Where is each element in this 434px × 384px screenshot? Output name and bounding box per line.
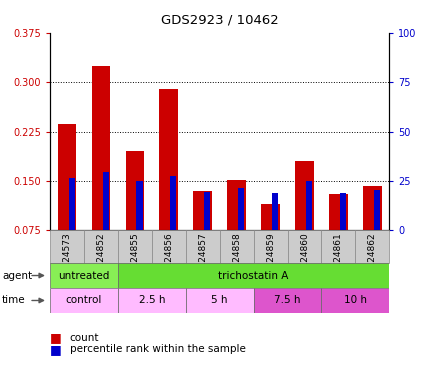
Text: GSM124856: GSM124856 — [164, 232, 173, 287]
Bar — [58, 124, 76, 230]
Bar — [125, 151, 144, 230]
Bar — [50, 288, 118, 313]
Bar — [238, 187, 244, 230]
Bar — [329, 194, 347, 230]
Text: GSM124859: GSM124859 — [266, 232, 274, 287]
Text: GDS2923 / 10462: GDS2923 / 10462 — [161, 13, 278, 26]
Text: GSM124573: GSM124573 — [62, 232, 71, 287]
Bar — [204, 192, 210, 230]
Text: GSM124861: GSM124861 — [333, 232, 342, 287]
Text: untreated: untreated — [58, 270, 109, 281]
Text: GSM124857: GSM124857 — [198, 232, 207, 287]
Text: GSM124858: GSM124858 — [232, 232, 240, 287]
Bar — [102, 172, 108, 230]
Bar — [272, 194, 278, 230]
Text: 7.5 h: 7.5 h — [274, 295, 300, 306]
Bar — [170, 176, 176, 230]
Bar — [295, 161, 313, 230]
Bar — [355, 230, 388, 263]
Text: agent: agent — [2, 270, 32, 281]
Text: count: count — [69, 333, 99, 343]
Bar — [193, 191, 211, 230]
Text: percentile rank within the sample: percentile rank within the sample — [69, 344, 245, 354]
Bar — [287, 230, 321, 263]
Bar — [321, 230, 355, 263]
Bar — [69, 178, 75, 230]
Bar — [261, 204, 279, 230]
Bar — [362, 185, 381, 230]
Text: 2.5 h: 2.5 h — [138, 295, 164, 306]
Bar — [253, 288, 321, 313]
Bar — [227, 180, 245, 230]
Bar — [118, 288, 185, 313]
Bar — [185, 288, 253, 313]
Bar — [159, 89, 178, 230]
Text: control: control — [66, 295, 102, 306]
Bar — [151, 230, 185, 263]
Text: GSM124860: GSM124860 — [299, 232, 308, 287]
Text: 5 h: 5 h — [211, 295, 227, 306]
Bar — [50, 230, 84, 263]
Text: trichostatin A: trichostatin A — [218, 270, 288, 281]
Bar — [185, 230, 219, 263]
Bar — [50, 263, 118, 288]
Bar — [373, 190, 379, 230]
Bar — [339, 193, 345, 230]
Bar — [219, 230, 253, 263]
Text: ■: ■ — [50, 331, 62, 344]
Text: ■: ■ — [50, 343, 62, 356]
Text: GSM124852: GSM124852 — [96, 232, 105, 287]
Bar — [92, 66, 110, 230]
Bar — [321, 288, 388, 313]
Bar — [118, 230, 151, 263]
Bar — [118, 263, 388, 288]
Bar — [253, 230, 287, 263]
Bar — [136, 181, 142, 230]
Text: GSM124862: GSM124862 — [367, 232, 376, 287]
Text: time: time — [2, 295, 26, 306]
Text: GSM124855: GSM124855 — [130, 232, 139, 287]
Text: 10 h: 10 h — [343, 295, 366, 306]
Bar — [84, 230, 118, 263]
Bar — [306, 181, 312, 230]
